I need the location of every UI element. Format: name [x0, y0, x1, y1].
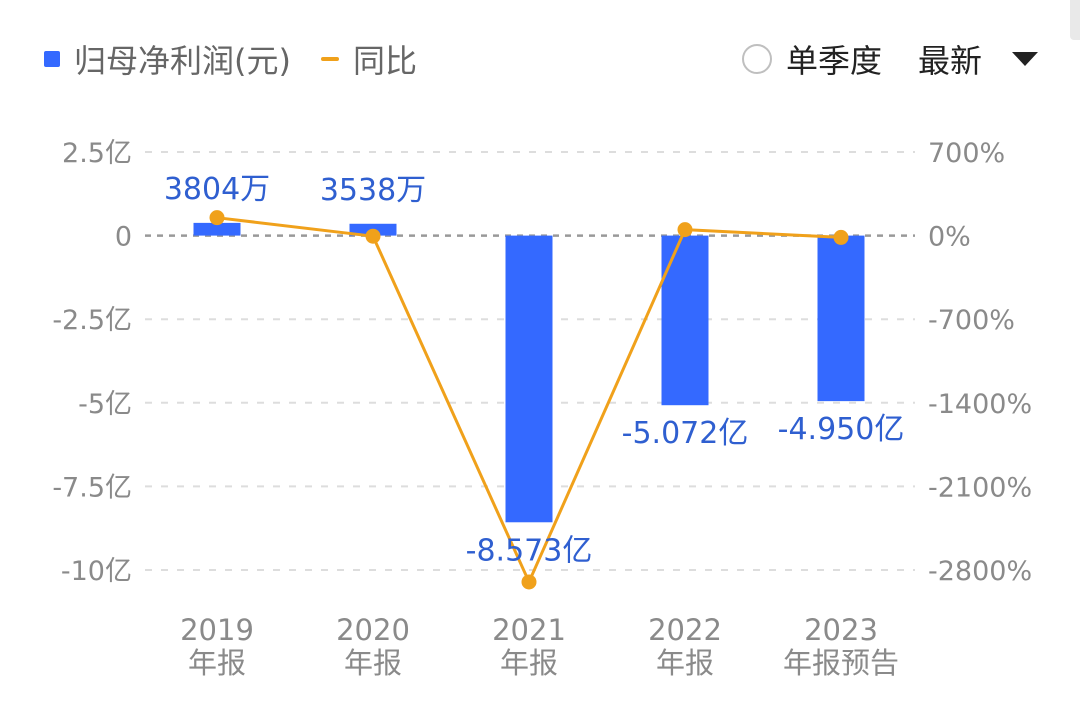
bar-value-label: 3804万 — [164, 172, 270, 207]
left-axis-tick-label: -2.5亿 — [52, 305, 132, 336]
single-quarter-label: 单季度 — [785, 42, 882, 80]
x-axis-year-label: 2019 — [180, 613, 254, 647]
yoy-point — [365, 228, 381, 244]
x-axis-year-label: 2021 — [492, 613, 566, 647]
radio-icon[interactable] — [741, 44, 772, 74]
bar-value-label: -4.950亿 — [778, 412, 905, 447]
bar — [193, 222, 241, 236]
x-axis-year-label: 2022 — [648, 613, 722, 647]
single-quarter-toggle[interactable]: 单季度 — [741, 36, 882, 82]
right-axis-tick-label: 0% — [928, 222, 971, 253]
bar-value-label: 3538万 — [320, 173, 426, 208]
x-axis-report-label: 年报 — [656, 646, 714, 680]
bar — [505, 235, 553, 523]
bar-value-label: -5.072亿 — [622, 416, 749, 451]
legend-item-yoy[interactable]: 同比 — [320, 36, 417, 82]
legend: 归母净利润(元) 同比 — [44, 36, 447, 82]
chart-controls: 单季度 最新 — [741, 36, 1038, 82]
bar-swatch-icon — [44, 51, 60, 67]
line-swatch-icon — [320, 57, 339, 61]
left-axis-tick-label: -7.5亿 — [52, 472, 132, 503]
x-axis-report-label: 年报预告 — [783, 646, 899, 680]
left-axis-tick-label: -10亿 — [61, 556, 132, 587]
x-axis-year-label: 2020 — [336, 613, 410, 647]
left-axis-tick-label: 0 — [115, 222, 132, 253]
caret-down-icon — [1012, 52, 1038, 66]
period-dropdown[interactable]: 最新 — [918, 36, 1038, 82]
bar — [661, 235, 709, 406]
right-axis-tick-label: 700% — [928, 138, 1005, 169]
yoy-point — [833, 229, 849, 245]
left-axis-tick-label: 2.5亿 — [62, 138, 132, 169]
scrollbar[interactable] — [1070, 0, 1080, 40]
x-axis-report-label: 年报 — [188, 646, 246, 680]
x-axis-year-label: 2023 — [804, 613, 878, 647]
x-axis-report-label: 年报 — [500, 646, 558, 680]
right-axis-tick-label: -1400% — [928, 389, 1032, 420]
period-value: 最新 — [917, 42, 982, 80]
right-axis-tick-label: -2100% — [928, 472, 1032, 503]
yoy-point — [521, 574, 537, 590]
legend-label-yoy: 同比 — [352, 42, 417, 80]
legend-label-net-profit: 归母净利润(元) — [74, 42, 291, 80]
bar-value-label: -8.573亿 — [466, 533, 593, 568]
right-axis-tick-label: -700% — [928, 305, 1015, 336]
bar — [817, 235, 865, 402]
x-axis-report-label: 年报 — [344, 646, 402, 680]
left-axis-tick-label: -5亿 — [78, 389, 132, 420]
yoy-point — [209, 210, 225, 226]
legend-item-net-profit[interactable]: 归母净利润(元) — [44, 36, 291, 82]
yoy-point — [677, 222, 693, 238]
right-axis-tick-label: -2800% — [928, 556, 1032, 587]
